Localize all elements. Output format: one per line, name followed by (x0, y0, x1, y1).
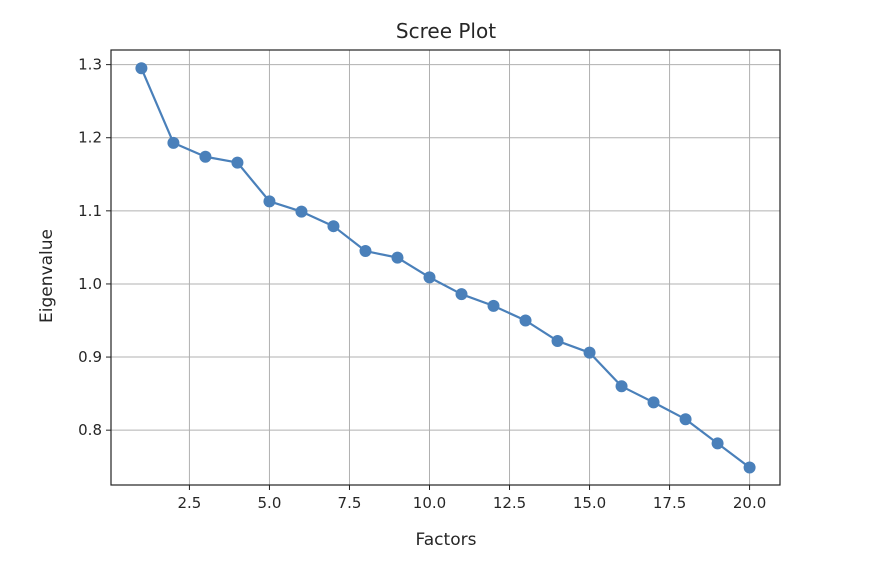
data-point (519, 314, 532, 327)
x-tick-label: 17.5 (653, 494, 686, 512)
x-axis-label: Factors (416, 530, 477, 550)
y-tick-label: 0.9 (78, 348, 102, 366)
data-point (583, 346, 596, 359)
y-tick-label: 1.3 (78, 56, 102, 74)
series-layer (135, 62, 756, 474)
data-point (263, 195, 276, 208)
data-point (647, 396, 660, 409)
data-point (487, 299, 500, 312)
data-point (359, 245, 372, 258)
x-tick-label: 5.0 (258, 494, 282, 512)
x-tick-label: 12.5 (493, 494, 526, 512)
y-axis-label: Eigenvalue (37, 229, 57, 323)
y-tick-label: 1.0 (78, 275, 102, 293)
data-point (295, 205, 308, 218)
data-point (615, 380, 628, 393)
x-tick-label: 20.0 (733, 494, 766, 512)
data-point (391, 251, 404, 264)
y-tick-label: 1.1 (78, 202, 102, 220)
data-point (167, 136, 180, 149)
y-tick-label: 1.2 (78, 129, 102, 147)
data-point (743, 461, 756, 474)
x-tick-label: 10.0 (413, 494, 446, 512)
data-point (679, 413, 692, 426)
y-tick-label: 0.8 (78, 421, 102, 439)
data-point (199, 150, 212, 163)
grid-lines (111, 50, 780, 485)
chart-title: Scree Plot (396, 19, 496, 43)
x-tick-label: 2.5 (177, 494, 201, 512)
x-tick-label: 7.5 (338, 494, 362, 512)
x-tick-label: 15.0 (573, 494, 606, 512)
axis-ticks: 2.5 5.0 7.5 10.0 12.5 15.0 17.5 20.0 0.8 0.9 1.0 1.… (78, 56, 766, 512)
data-point (231, 156, 244, 169)
data-point (135, 62, 148, 75)
data-point (327, 220, 340, 233)
data-point (423, 271, 436, 284)
data-point (551, 334, 564, 347)
plot-frame (110, 49, 781, 486)
data-point (711, 437, 724, 450)
data-point (455, 288, 468, 301)
